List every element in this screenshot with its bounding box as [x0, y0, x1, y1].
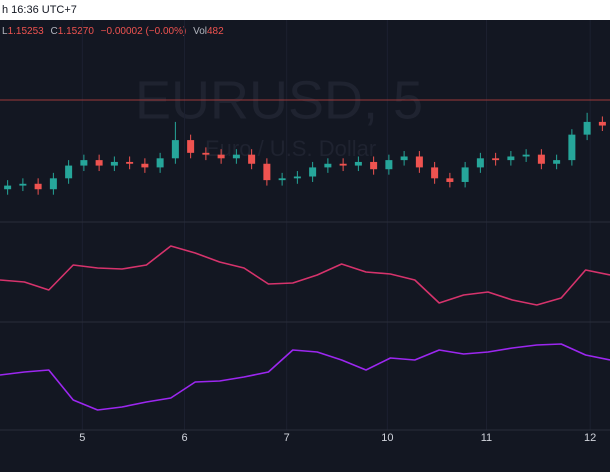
candle-body: [187, 140, 195, 153]
x-tick-label: 11: [481, 432, 492, 444]
legend-value: 482: [207, 26, 224, 37]
candle-body: [324, 163, 332, 168]
legend-value: 1.15270: [58, 26, 95, 37]
indicator-line: [0, 245, 610, 306]
x-tick-label: 5: [79, 432, 85, 444]
x-tick-label: 10: [381, 432, 393, 444]
x-tick-label: 7: [284, 432, 290, 444]
candle-body: [522, 154, 530, 157]
candle-body: [278, 178, 286, 181]
candle-body: [34, 183, 42, 190]
candle-body: [80, 160, 88, 166]
candle-body: [400, 156, 408, 161]
ohlc-legend: L1.15253 C1.15270 −0.00002 (−0.00%) Vol4…: [2, 26, 224, 37]
candle-body: [19, 183, 27, 186]
legend-key: C: [51, 26, 58, 37]
candle-body: [263, 163, 271, 181]
time-label: h 16:36 UTC+7: [2, 4, 77, 16]
candle-body: [370, 161, 378, 170]
candle-body: [354, 161, 362, 166]
x-tick-label: 6: [181, 432, 187, 444]
candle-body: [385, 160, 393, 170]
candle-body: [598, 121, 606, 126]
candle-body: [492, 158, 500, 161]
legend-key: L: [2, 26, 8, 37]
candle-body: [65, 165, 73, 179]
candle-body: [415, 156, 423, 168]
candle-body: [553, 160, 561, 164]
candle-body: [110, 161, 118, 166]
candle-body: [309, 167, 317, 177]
candle-body: [537, 154, 545, 164]
top-bar: [0, 0, 610, 20]
candle-body: [126, 161, 134, 164]
legend-value: 1.15253: [8, 26, 45, 37]
candle-body: [95, 160, 103, 166]
candle-body: [568, 134, 576, 161]
candle-body: [171, 140, 179, 159]
legend-change: −0.00002 (−0.00%): [101, 26, 187, 37]
candle-body: [446, 178, 454, 182]
x-tick-label: 12: [584, 432, 596, 444]
candle-body: [583, 121, 591, 135]
candle-body: [507, 156, 515, 161]
candle-body: [232, 154, 240, 159]
candle-body: [4, 185, 12, 190]
candle-body: [476, 158, 484, 168]
candle-body: [431, 167, 439, 179]
legend-key: Vol: [193, 26, 207, 37]
watermark-description: Euro / U.S. Dollar: [205, 136, 376, 161]
candle-body: [461, 167, 469, 182]
candle-body: [248, 154, 256, 164]
candle-body: [202, 152, 210, 155]
candle-body: [156, 158, 164, 168]
candle-body: [339, 163, 347, 166]
candle-body: [217, 154, 225, 159]
indicator-line: [0, 343, 610, 411]
candle-body: [141, 163, 149, 168]
candle-body: [49, 178, 57, 190]
candle-body: [293, 176, 301, 179]
